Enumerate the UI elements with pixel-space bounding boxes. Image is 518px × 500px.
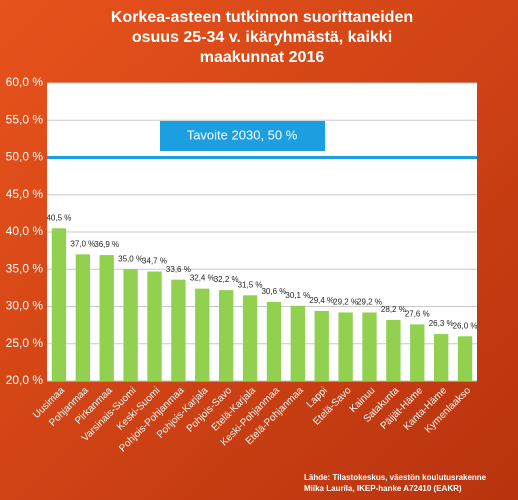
bar [434, 334, 449, 381]
bar [75, 254, 90, 381]
y-tick-label: 30,0 % [6, 299, 44, 313]
bar [99, 255, 114, 381]
value-label: 40,5 % [46, 213, 71, 222]
bar [386, 319, 401, 381]
value-label: 36,9 % [94, 240, 119, 249]
source-note: Miika Laurila, IKEP-hanke A72410 (EAKR) [304, 484, 462, 493]
bar [242, 295, 258, 381]
value-label: 30,1 % [285, 291, 310, 300]
chart-title: osuus 25-34 v. ikäryhmästä, kaikki [132, 29, 392, 46]
value-label: 33,6 % [166, 265, 191, 274]
chart-title: Korkea-asteen tutkinnon suorittaneiden [111, 9, 413, 26]
bar [290, 305, 305, 381]
bar [338, 312, 353, 381]
bar [147, 271, 162, 381]
bar [410, 324, 425, 381]
value-label: 29,4 % [309, 296, 334, 305]
y-tick-label: 60,0 % [6, 75, 44, 89]
bar [171, 279, 186, 381]
bar [266, 302, 282, 381]
value-label: 37,0 % [70, 239, 95, 248]
y-tick-label: 45,0 % [6, 187, 44, 201]
value-label: 28,2 % [381, 305, 406, 314]
value-label: 31,5 % [238, 280, 263, 289]
bar [123, 269, 138, 381]
bar [314, 310, 329, 381]
bar [219, 290, 234, 381]
y-tick-label: 25,0 % [6, 336, 44, 350]
value-label: 26,3 % [429, 319, 454, 328]
target-box [160, 121, 325, 151]
bar [362, 312, 377, 381]
y-tick-label: 35,0 % [6, 261, 44, 275]
y-tick-label: 40,0 % [6, 224, 44, 238]
value-label: 30,6 % [261, 287, 286, 296]
y-tick-label: 55,0 % [6, 112, 44, 126]
y-tick-label: 50,0 % [6, 150, 44, 164]
value-label: 29,2 % [357, 298, 382, 307]
chart-title: maakunnat 2016 [200, 49, 325, 66]
y-tick-label: 20,0 % [6, 373, 44, 387]
bar [195, 288, 210, 381]
value-label: 32,2 % [214, 275, 239, 284]
value-label: 26,0 % [453, 321, 478, 330]
value-label: 27,6 % [405, 309, 430, 318]
value-label: 35,0 % [118, 254, 143, 263]
value-label: 32,4 % [190, 274, 215, 283]
value-label: 34,7 % [142, 257, 167, 266]
source-note: Lähde: Tilastokeskus, väestön koulutusra… [304, 473, 487, 482]
target-label: Tavoite 2030, 50 % [187, 127, 298, 142]
bar [457, 336, 473, 381]
value-label: 29,2 % [333, 298, 358, 307]
bar [51, 228, 67, 381]
